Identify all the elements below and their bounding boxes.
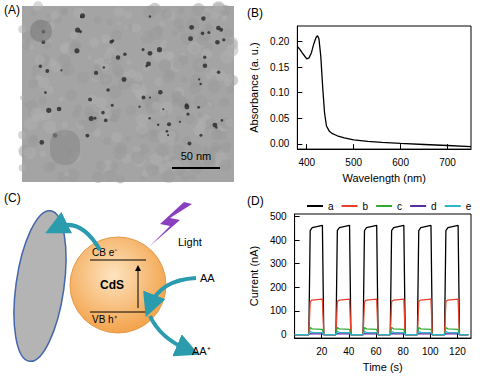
svg-text:AA⁺: AA⁺ [192,345,211,357]
svg-text:200: 200 [270,282,287,293]
svg-text:0.10: 0.10 [270,87,290,98]
svg-text:CB e⁻: CB e⁻ [92,247,118,258]
svg-text:(A): (A) [4,3,20,17]
svg-text:120: 120 [449,346,466,357]
svg-text:0.05: 0.05 [270,113,290,124]
svg-text:c: c [397,201,402,212]
svg-text:700: 700 [439,157,456,168]
svg-text:(D): (D) [247,194,264,208]
svg-text:100: 100 [422,346,439,357]
svg-text:VB h⁺: VB h⁺ [92,314,118,325]
svg-text:50 nm: 50 nm [181,150,212,162]
svg-text:300: 300 [270,258,287,269]
svg-text:40: 40 [343,346,355,357]
svg-text:d: d [431,201,437,212]
svg-text:Absorbance (a. u.): Absorbance (a. u.) [248,42,260,133]
svg-text:0.15: 0.15 [270,62,290,73]
svg-text:600: 600 [392,157,409,168]
svg-text:CdS: CdS [100,278,124,292]
svg-text:e: e [466,201,472,212]
svg-text:500: 500 [345,157,362,168]
svg-text:Time (s): Time (s) [363,361,403,373]
svg-text:AA: AA [200,272,215,284]
svg-text:0.00: 0.00 [270,138,290,149]
svg-text:(B): (B) [247,6,263,20]
svg-text:Light: Light [178,236,202,248]
svg-text:a: a [328,201,334,212]
svg-text:20: 20 [316,346,328,357]
svg-text:100: 100 [270,305,287,316]
svg-text:0: 0 [281,329,287,340]
svg-text:Wavelength (nm): Wavelength (nm) [343,172,426,184]
svg-text:500: 500 [270,211,287,222]
svg-text:400: 400 [270,235,287,246]
svg-text:b: b [363,201,369,212]
svg-text:Current (nA): Current (nA) [248,246,260,307]
svg-text:400: 400 [298,157,315,168]
svg-text:0.20: 0.20 [270,36,290,47]
svg-text:60: 60 [370,346,382,357]
svg-text:(C): (C) [4,191,21,205]
svg-text:80: 80 [398,346,410,357]
